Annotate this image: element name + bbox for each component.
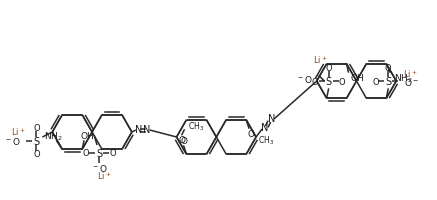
Text: S: S xyxy=(33,136,39,146)
Text: O: O xyxy=(248,130,255,138)
Text: N: N xyxy=(261,122,269,132)
Text: $^-$O: $^-$O xyxy=(91,163,108,174)
Text: N: N xyxy=(135,124,142,134)
Text: O: O xyxy=(372,77,379,86)
Text: S: S xyxy=(326,77,332,87)
Text: CH$_3$: CH$_3$ xyxy=(258,134,274,146)
Text: S: S xyxy=(385,77,392,87)
Text: O: O xyxy=(325,64,332,72)
Text: O: O xyxy=(385,64,392,72)
Text: CH$_3$: CH$_3$ xyxy=(187,119,204,132)
Text: OH: OH xyxy=(80,131,94,140)
Text: O$^-$: O$^-$ xyxy=(404,76,419,87)
Text: O: O xyxy=(338,77,345,86)
Text: Li$^+$: Li$^+$ xyxy=(313,54,328,66)
Text: Li$^+$: Li$^+$ xyxy=(403,68,417,80)
Text: Li$^+$: Li$^+$ xyxy=(97,169,111,181)
Text: $^-$O: $^-$O xyxy=(4,136,21,147)
Text: N: N xyxy=(268,113,276,123)
Text: O: O xyxy=(180,136,187,145)
Text: O: O xyxy=(312,77,318,86)
Text: S: S xyxy=(96,148,102,158)
Text: OH: OH xyxy=(350,74,364,83)
Text: NH$_2$: NH$_2$ xyxy=(44,129,62,142)
Text: NH$_2$: NH$_2$ xyxy=(394,72,413,85)
Text: Li$^+$: Li$^+$ xyxy=(11,126,26,137)
Text: N: N xyxy=(143,124,150,134)
Text: O: O xyxy=(83,149,90,158)
Text: O: O xyxy=(110,149,116,158)
Text: O: O xyxy=(33,124,40,133)
Text: O: O xyxy=(33,150,40,159)
Text: O: O xyxy=(178,135,185,144)
Text: $^-$O: $^-$O xyxy=(296,73,313,84)
